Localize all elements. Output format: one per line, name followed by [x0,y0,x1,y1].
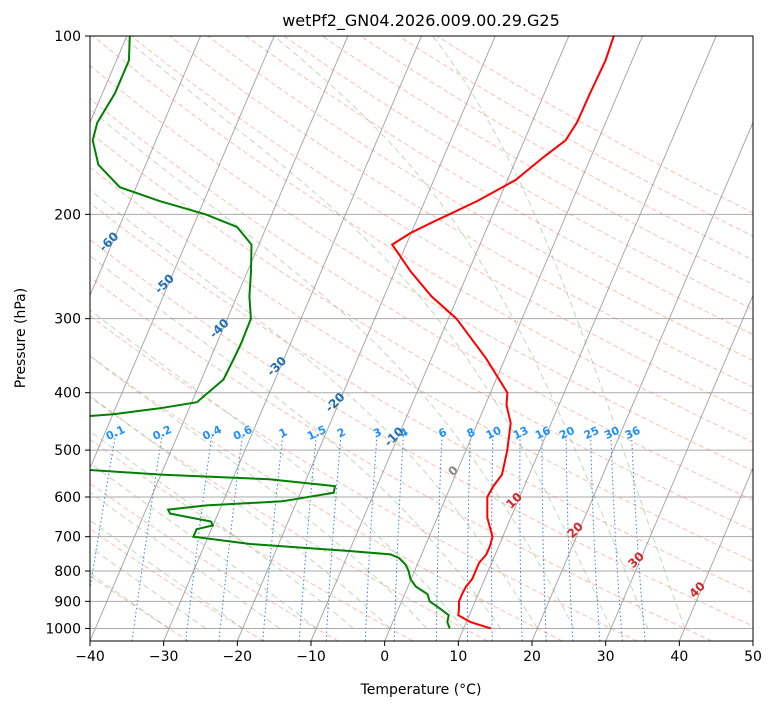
mixing-ratio-line [435,434,443,641]
dry-adiabat [90,355,563,641]
isotherm-line [457,36,717,641]
mixing-ratio-line [90,434,117,592]
mixing-ratio-line [631,434,646,641]
mixing-ratio-line [298,434,317,641]
x-tick-label: −10 [296,649,326,665]
mixing-ratio-label: 25 [582,424,601,442]
isotherm-line [163,36,422,641]
x-tick-label: 40 [670,649,688,665]
mixing-ratio-line [218,434,243,641]
mixing-ratio-line [364,434,378,641]
dry-adiabat [169,36,753,388]
y-tick-label: 900 [54,594,81,610]
x-tick-label: 30 [597,649,615,665]
dry-adiabat [131,36,753,415]
mixing-ratio-line [131,434,163,641]
mixing-ratio-line [491,434,494,641]
moist-adiabat [90,395,391,629]
mixing-ratio-line [185,434,213,641]
mixing-ratio-line [519,434,523,641]
dewpoint-line [90,36,451,629]
moist-adiabat [90,572,170,629]
moist-adiabat [90,355,428,629]
dry-adiabat [245,36,753,336]
dry-adiabat [90,276,712,641]
dry-adiabat [90,202,753,594]
moist-adiabat [432,36,686,629]
x-tick-label: 50 [744,649,762,665]
mixing-ratio-label: 20 [557,424,577,442]
dry-adiabat [90,238,753,627]
moist-adiabat [121,36,612,629]
moist-adiabat [90,462,317,629]
x-tick-label: 20 [523,649,541,665]
y-tick-label: 1000 [45,621,81,637]
dry-adiabat [90,396,488,641]
y-tick-label: 800 [54,564,81,580]
mixing-ratio-label: 10 [484,424,504,442]
y-tick-label: 400 [54,386,81,402]
isotherm-line [678,466,753,641]
moist-adiabat [273,36,649,629]
x-tick-label: −20 [223,649,253,665]
y-tick-label: 200 [54,207,81,223]
mixing-ratio-line [565,434,574,641]
isotherm-line [310,36,570,641]
dry-adiabat [90,131,753,531]
isotherm-line [90,36,275,470]
y-tick-label: 500 [54,443,81,459]
isotherm-line [236,36,496,641]
x-tick-label: −40 [75,649,105,665]
mixing-ratio-line [610,434,623,641]
x-tick-label: −30 [149,649,179,665]
dry-adiabat [90,438,414,641]
dry-adiabat [90,98,753,501]
moist-adiabat [90,519,243,629]
dry-adiabat [90,528,264,641]
mixing-ratio-label: 30 [602,424,622,442]
plot-frame [89,35,754,642]
isotherm-line [90,36,201,297]
y-tick-label: 700 [54,530,81,546]
moist-adiabat [90,546,207,629]
dry-adiabat [207,36,753,362]
y-axis-label: Pressure (hPa) [13,288,29,388]
isotherm-line [90,36,349,641]
dry-adiabat [90,315,638,641]
isotherm-line [605,294,753,641]
dry-adiabat [90,482,339,641]
dry-adiabat [90,166,753,562]
chart-title: wetPf2_GN04.2026.009.00.29.G25 [282,11,560,31]
mixing-ratio-line [466,434,471,641]
mixing-ratio-label: 13 [511,424,530,442]
moist-adiabat [90,254,501,629]
mixing-ratio-line [262,434,284,641]
mixing-ratio-label: 36 [623,424,643,442]
mixing-ratio-line [325,434,342,641]
y-tick-label: 600 [54,490,81,506]
profile-lines [90,36,615,630]
y-tick-label: 100 [54,29,81,45]
isotherm-line [384,36,643,641]
mixing-ratio-line [541,434,547,641]
mixing-ratio-label: 16 [533,424,553,442]
moist-adiabat [90,491,280,629]
mixing-ratio-line [590,434,601,641]
y-tick-label: 300 [54,312,81,328]
temperature-line [390,36,615,630]
axis-ticks: −40 −30 −20 −10 0 10 20 30 40 50 100 200 300 400 500 60… [45,29,762,665]
x-tick-label: 0 [380,649,389,665]
x-axis-label: Temperature (°C) [360,682,482,698]
grid-layer [90,36,753,641]
x-tick-label: 10 [449,649,467,665]
isotherm-line [531,121,753,641]
moist-adiabat [90,309,465,629]
